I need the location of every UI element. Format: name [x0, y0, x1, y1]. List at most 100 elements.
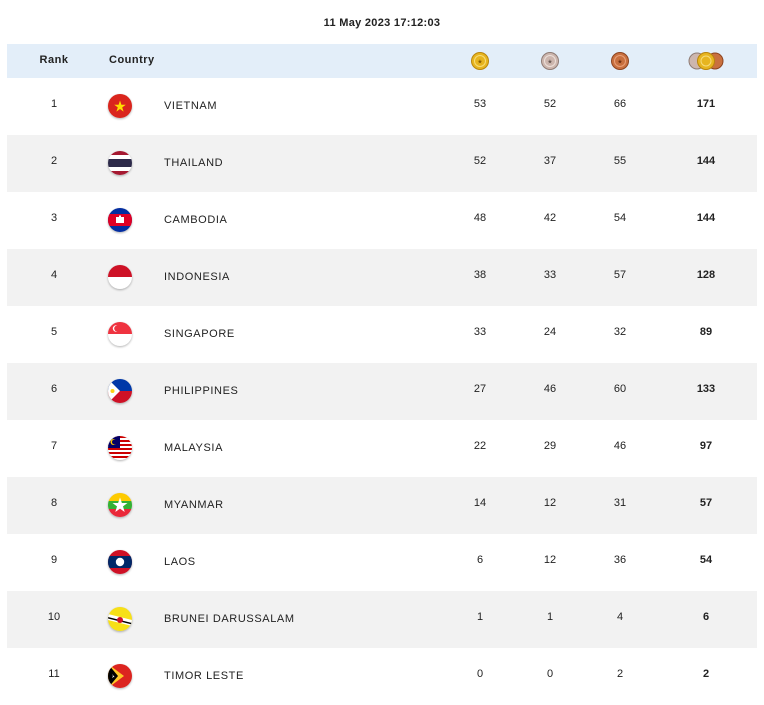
gold-count: 1: [476, 611, 484, 623]
country-name[interactable]: CAMBODIA: [164, 214, 228, 226]
vietnam-flag-icon: [108, 94, 132, 118]
bronze-count: 57: [613, 269, 627, 281]
svg-text:★: ★: [477, 59, 482, 66]
total-count: 144: [696, 155, 716, 167]
country-column-header[interactable]: Country: [109, 54, 155, 66]
country-name[interactable]: LAOS: [164, 556, 196, 568]
country-name[interactable]: SINGAPORE: [164, 328, 235, 340]
total-count: 171: [696, 98, 716, 110]
silver-count: 24: [543, 326, 557, 338]
gold-count: 0: [476, 668, 484, 680]
rank-cell: 1: [50, 98, 58, 110]
bronze-count: 46: [613, 440, 627, 452]
country-name[interactable]: INDONESIA: [164, 271, 230, 283]
table-row[interactable]: 1 VIETNAM 53 52 66 171: [7, 78, 757, 135]
silver-count: 46: [543, 383, 557, 395]
brunei-flag-icon: [108, 607, 132, 631]
gold-count: 22: [473, 440, 487, 452]
rank-cell: 3: [50, 212, 58, 224]
medal-table: Rank Country ★ ★ ★ 1 VIETNAM 53 52 66 171 2 THA…: [7, 44, 757, 705]
silver-count: 1: [546, 611, 554, 623]
gold-count: 14: [473, 497, 487, 509]
table-row[interactable]: 4 INDONESIA 38 33 57 128: [7, 249, 757, 306]
table-row[interactable]: 9 LAOS 6 12 36 54: [7, 534, 757, 591]
silver-count: 42: [543, 212, 557, 224]
silver-medal-icon[interactable]: ★: [541, 52, 559, 70]
indonesia-flag-icon: [108, 265, 132, 289]
gold-count: 38: [473, 269, 487, 281]
svg-text:★: ★: [547, 59, 552, 66]
rank-column-header[interactable]: Rank: [39, 54, 69, 66]
country-name[interactable]: MALAYSIA: [164, 442, 224, 454]
total-count: 144: [696, 212, 716, 224]
table-row[interactable]: 5 SINGAPORE 33 24 32 89: [7, 306, 757, 363]
silver-count: 12: [543, 497, 557, 509]
silver-count: 29: [543, 440, 557, 452]
timor-leste-flag-icon: [108, 664, 132, 688]
silver-count: 37: [543, 155, 557, 167]
silver-count: 12: [543, 554, 557, 566]
rank-cell: 8: [50, 497, 58, 509]
total-count: 57: [699, 497, 713, 509]
total-count: 128: [696, 269, 716, 281]
silver-count: 33: [543, 269, 557, 281]
table-row[interactable]: 3 CAMBODIA 48 42 54 144: [7, 192, 757, 249]
total-medals-icon[interactable]: [688, 52, 724, 70]
philippines-flag-icon: [108, 379, 132, 403]
table-row[interactable]: 8 MYANMAR 14 12 31 57: [7, 477, 757, 534]
country-name[interactable]: BRUNEI DARUSSALAM: [164, 613, 295, 625]
country-name[interactable]: PHILIPPINES: [164, 385, 239, 397]
timestamp: 11 May 2023 17:12:03: [323, 17, 441, 29]
bronze-count: 54: [613, 212, 627, 224]
rank-cell: 9: [50, 554, 58, 566]
gold-count: 27: [473, 383, 487, 395]
country-name[interactable]: MYANMAR: [164, 499, 224, 511]
rank-cell: 10: [47, 611, 61, 623]
country-name[interactable]: TIMOR LESTE: [164, 670, 244, 682]
bronze-medal-icon[interactable]: ★: [611, 52, 629, 70]
laos-flag-icon: [108, 550, 132, 574]
svg-text:★: ★: [617, 59, 622, 66]
malaysia-flag-icon: [108, 436, 132, 460]
table-row[interactable]: 10 BRUNEI DARUSSALAM 1 1 4 6: [7, 591, 757, 648]
rank-cell: 5: [50, 326, 58, 338]
silver-count: 52: [543, 98, 557, 110]
rank-cell: 11: [48, 668, 60, 680]
singapore-flag-icon: [108, 322, 132, 346]
total-count: 133: [696, 383, 716, 395]
bronze-count: 55: [613, 155, 627, 167]
gold-count: 6: [476, 554, 484, 566]
gold-count: 53: [473, 98, 487, 110]
table-row[interactable]: 11 TIMOR LESTE 0 0 2 2: [7, 648, 757, 705]
gold-medal-icon[interactable]: ★: [471, 52, 489, 70]
rank-cell: 4: [50, 269, 58, 281]
cambodia-flag-icon: [108, 208, 132, 232]
total-count: 89: [699, 326, 713, 338]
total-count: 6: [702, 611, 710, 623]
rank-cell: 6: [50, 383, 58, 395]
myanmar-flag-icon: [108, 493, 132, 517]
total-count: 97: [699, 440, 713, 452]
total-count: 54: [699, 554, 713, 566]
gold-count: 33: [473, 326, 487, 338]
bronze-count: 31: [613, 497, 627, 509]
thailand-flag-icon: [108, 151, 132, 175]
silver-count: 0: [546, 668, 554, 680]
bronze-count: 66: [613, 98, 627, 110]
country-name[interactable]: VIETNAM: [164, 100, 218, 112]
bronze-count: 36: [613, 554, 627, 566]
gold-count: 52: [473, 155, 487, 167]
table-row[interactable]: 2 THAILAND 52 37 55 144: [7, 135, 757, 192]
table-row[interactable]: 7 MALAYSIA 22 29 46 97: [7, 420, 757, 477]
bronze-count: 32: [613, 326, 627, 338]
total-count: 2: [702, 668, 710, 680]
country-name[interactable]: THAILAND: [164, 157, 224, 169]
table-header: Rank Country ★ ★ ★: [7, 44, 757, 78]
gold-count: 48: [473, 212, 487, 224]
rank-cell: 7: [50, 440, 58, 452]
bronze-count: 60: [613, 383, 627, 395]
table-row[interactable]: 6 PHILIPPINES 27 46 60 133: [7, 363, 757, 420]
bronze-count: 2: [616, 668, 624, 680]
rank-cell: 2: [50, 155, 58, 167]
bronze-count: 4: [616, 611, 624, 623]
